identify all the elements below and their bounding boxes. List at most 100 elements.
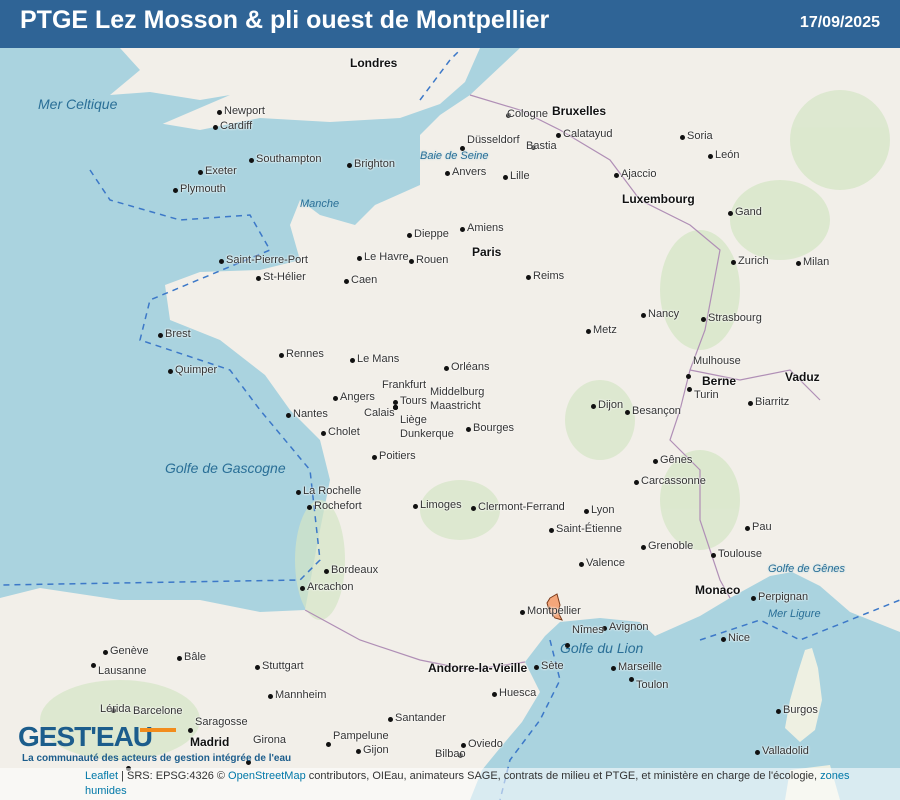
city-dot [111,708,116,713]
city-label: Carcassonne [641,475,706,487]
city-label: Rennes [286,348,324,360]
city-label: Orléans [451,361,490,373]
city-dot [506,113,511,118]
city-label: Nice [728,632,751,644]
city-label: Bâle [184,651,207,663]
city-dot [711,553,716,558]
city-dot [296,490,301,495]
city-dot [796,261,801,266]
city-label: Le Havre [364,251,409,263]
city-dot [177,656,182,661]
city-dot [268,694,273,699]
city-dot [629,677,634,682]
page-title: PTGE Lez Mosson & pli ouest de Montpelli… [20,6,550,34]
gesteau-logo[interactable]: GEST'EAU La communauté des acteurs de ge… [18,722,308,766]
city-dot [388,717,393,722]
city-label: Middelburg [430,386,485,398]
city-dot [602,626,607,631]
city-dot [728,211,733,216]
city-label: Mulhouse [693,355,741,367]
corsica [785,648,822,742]
city-dot [393,405,398,410]
city-dot [625,410,630,415]
srs-text: | SRS: EPSG:4326 © [118,770,229,782]
capital-label: Paris [472,245,502,259]
city-dot [321,431,326,436]
city-dot [776,709,781,714]
city-dot [213,125,218,130]
country-borders [304,94,821,671]
sea-label: Golfe de Gascogne [165,460,286,476]
city-dot [357,256,362,261]
city-label: Lérida [100,703,131,715]
city-dot [173,188,178,193]
city-label: Anvers [452,166,487,178]
city-label: Bordeaux [331,564,379,576]
city-label: Lausanne [98,665,147,677]
logo-accent-bar [140,728,176,732]
city-label: Plymouth [180,183,226,195]
city-label: Lyon [591,504,615,516]
city-dot [286,413,291,418]
city-label: Besançon [632,405,681,417]
city-label: Le Mans [357,353,400,365]
sea-label: Mer Celtique [38,96,118,112]
city-label: Valladolid [762,745,809,757]
city-label: Bastia [526,140,557,152]
city-label: Soria [687,130,713,142]
city-dot [460,146,465,151]
city-dot [584,509,589,514]
osm-link[interactable]: OpenStreetMap [228,770,306,782]
city-dot [458,753,463,758]
zones-humides-link[interactable]: zones humides [85,770,850,797]
city-dot [579,562,584,567]
city-label: Dieppe [414,228,449,240]
city-label: Huesca [499,687,537,699]
capital-label: Monaco [695,583,741,597]
city-dot [168,369,173,374]
city-label: Calatayud [563,128,613,140]
city-label: Amiens [467,222,504,234]
city-dot [347,163,352,168]
capital-label: Berne [702,374,737,388]
city-dot [91,663,96,668]
city-label: Tours [400,395,427,407]
city-label: Sète [541,660,564,672]
city-dot [721,637,726,642]
city-label: Oviedo [468,738,503,750]
city-dot [466,427,471,432]
city-dot [256,276,261,281]
city-label: La Rochelle [303,485,362,497]
city-label: Gijon [363,744,389,756]
city-label: Brighton [354,158,395,170]
city-dot [219,259,224,264]
city-label: Dunkerque [400,428,454,440]
city-dot [460,227,465,232]
city-dot [350,358,355,363]
city-dot [634,480,639,485]
city-label: Valence [586,557,625,569]
ptge-area [546,593,563,621]
city-dot [158,333,163,338]
city-dot [413,504,418,509]
city-dot [701,317,706,322]
city-dot [611,666,616,671]
city-label: Grenoble [648,540,694,552]
city-dot [344,279,349,284]
date-label: 17/09/2025 [799,14,880,31]
city-label: Limoges [420,499,462,511]
capital-label: Bruxelles [552,104,607,118]
sea-label: Golfe du Lion [560,640,644,656]
city-label: Milan [803,256,830,268]
city-dot [103,650,108,655]
city-dot [653,459,658,464]
city-dot [188,728,193,733]
city-dot [687,387,692,392]
city-label: Poitiers [379,450,416,462]
city-dot [444,366,449,371]
capital-label: Andorre-la-Vieille [428,661,528,675]
leaflet-link[interactable]: Leaflet [85,770,119,782]
city-label: Genève [110,645,149,657]
city-label: Bourges [473,422,514,434]
